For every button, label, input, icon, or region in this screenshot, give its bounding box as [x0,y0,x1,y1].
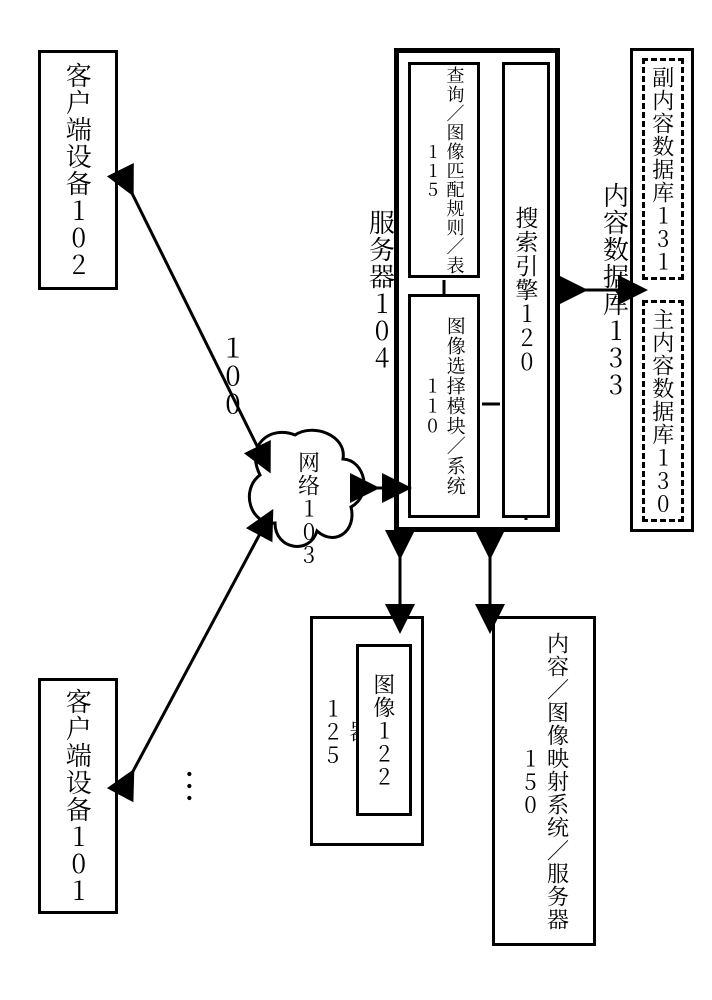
client-device-2: 客户端设备102 [38,50,118,290]
client-device-1-label: 客户端设备101 [62,688,95,904]
figure-ref: 100 [213,333,253,417]
rules-table-label: 查询／图像匹配规则／表115 [422,65,467,275]
images-box: 图像122 [356,644,412,816]
server-label: 服务器104 [365,209,398,371]
network-label: 网络103 [295,451,323,566]
image-select-module: 图像选择模块／系统 110 [408,294,480,518]
network-label-wrap: 网络103 [295,451,323,566]
primary-db: 主内容数据库130 [642,300,684,522]
mapping-system-label: 内容／图像映射系统／服务器150 [517,619,572,943]
secondary-db-label: 副内容数据库131 [649,66,677,273]
search-engine: 搜索引擎120 [502,62,550,518]
mapping-system: 内容／图像映射系统／服务器150 [492,616,596,946]
search-engine-label: 搜索引擎120 [512,206,541,374]
primary-db-label: 主内容数据库130 [649,308,677,515]
secondary-db: 副内容数据库131 [642,58,684,280]
clients-ellipsis: ⋯ [165,768,216,808]
images-box-label: 图像122 [370,673,398,788]
content-db-label: 内容数据库133 [599,182,632,398]
client-device-2-label: 客户端设备102 [62,62,95,278]
image-select-module-label: 图像选择模块／系统 110 [420,297,468,515]
client-device-1: 客户端设备101 [38,678,118,914]
rules-table: 查询／图像匹配规则／表115 [408,62,480,278]
